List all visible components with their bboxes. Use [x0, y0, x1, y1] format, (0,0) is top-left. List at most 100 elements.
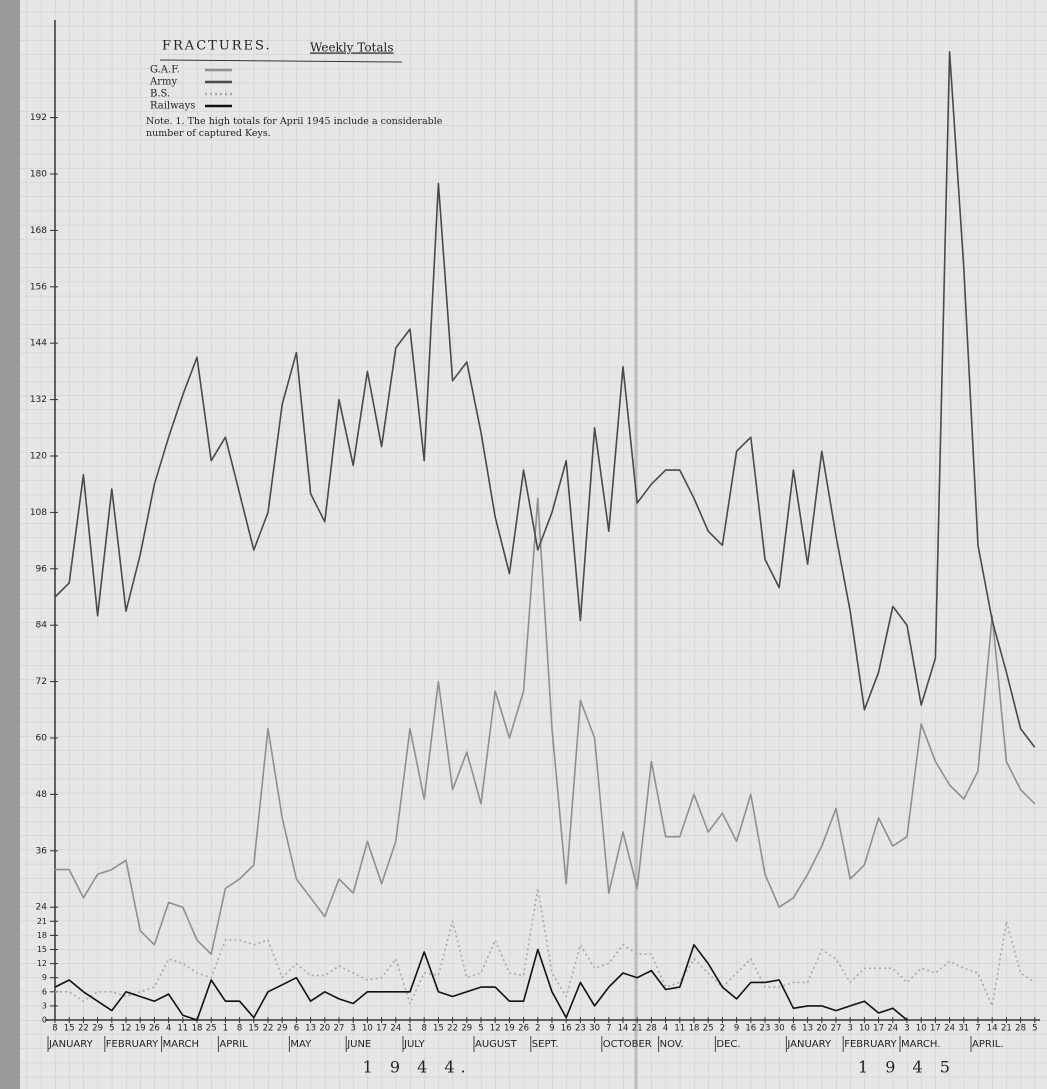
y-tick-label: 168: [30, 226, 47, 236]
y-tick-label: 0: [42, 1016, 47, 1025]
x-tick-label: 24: [390, 1024, 401, 1034]
month-label: DEC.: [716, 1039, 740, 1050]
x-tick-label: 16: [745, 1024, 756, 1034]
y-tick-label: 132: [30, 395, 47, 405]
y-tick-label: 9: [42, 973, 47, 982]
y-tick-label: 192: [30, 113, 47, 123]
series-line: [55, 887, 1036, 1007]
plot-area: 0369121518212436486072849610812013214415…: [30, 51, 1038, 1077]
x-tick-label: 15: [248, 1024, 259, 1034]
x-tick-label: 31: [958, 1024, 969, 1034]
x-tick-label: 1: [223, 1024, 228, 1034]
x-tick-label: 4: [166, 1024, 171, 1034]
x-tick-label: 28: [1015, 1024, 1026, 1034]
legend-label: G.A.F.: [150, 65, 180, 76]
y-tick-label: 120: [30, 452, 47, 462]
x-tick-label: 9: [549, 1024, 554, 1034]
x-tick-label: 20: [816, 1024, 827, 1034]
y-tick-label: 48: [36, 790, 48, 800]
month-label: FEBRUARY: [106, 1039, 159, 1050]
x-tick-label: 18: [192, 1024, 203, 1034]
x-tick-label: 21: [1001, 1024, 1012, 1034]
y-tick-label: 96: [36, 564, 48, 574]
x-tick-label: 25: [703, 1024, 714, 1034]
x-tick-label: 29: [277, 1024, 288, 1034]
legend-label: B.S.: [150, 89, 170, 100]
x-tick-label: 10: [859, 1024, 870, 1034]
month-label: APRIL: [219, 1039, 248, 1050]
legend-label: Army: [149, 77, 177, 88]
month-label: AUGUST: [475, 1039, 518, 1050]
chart-subtitle: Weekly Totals: [310, 41, 394, 55]
y-tick-label: 108: [30, 508, 47, 518]
x-tick-label: 8: [421, 1024, 426, 1034]
y-tick-label: 6: [42, 987, 47, 996]
x-tick-label: 10: [362, 1024, 373, 1034]
paper-grid: [20, 0, 1047, 1089]
x-tick-label: 24: [887, 1024, 898, 1034]
y-tick-label: 12: [37, 959, 47, 968]
month-label: MARCH: [163, 1039, 199, 1050]
legend-label: Railways: [150, 101, 195, 112]
note: Note. 1. The high totals for April 1945 …: [146, 116, 443, 139]
y-tick-label: 3: [42, 1001, 47, 1010]
x-tick-label: 7: [606, 1024, 611, 1034]
month-label: NOV.: [660, 1039, 684, 1050]
series-line: [54, 944, 908, 1021]
x-tick-label: 17: [873, 1024, 884, 1034]
x-tick-label: 30: [774, 1024, 785, 1034]
x-tick-label: 5: [478, 1024, 483, 1034]
x-tick-label: 25: [206, 1024, 217, 1034]
x-tick-label: 8: [237, 1024, 242, 1034]
y-tick-label: 24: [36, 903, 48, 913]
month-label: APRIL.: [972, 1039, 1004, 1050]
x-tick-label: 8: [52, 1024, 57, 1034]
x-tick-label: 12: [490, 1024, 501, 1034]
x-tick-label: 3: [847, 1024, 852, 1034]
y-tick-label: 36: [36, 846, 48, 856]
x-tick-label: 27: [334, 1024, 345, 1034]
x-tick-label: 30: [589, 1024, 600, 1034]
x-tick-label: 3: [904, 1024, 909, 1034]
x-tick-label: 9: [734, 1024, 739, 1034]
year-label: 1 9 4 5: [858, 1058, 956, 1077]
x-tick-label: 11: [177, 1024, 188, 1034]
x-tick-label: 3: [350, 1024, 355, 1034]
x-tick-label: 15: [433, 1024, 444, 1034]
x-tick-label: 2: [535, 1024, 540, 1034]
note-box: Note. 1. The high totals for April 1945 …: [146, 116, 443, 139]
x-tick-label: 22: [447, 1024, 458, 1034]
x-tick-label: 19: [504, 1024, 515, 1034]
x-tick-label: 7: [975, 1024, 980, 1034]
x-tick-label: 16: [561, 1024, 572, 1034]
x-tick-label: 5: [109, 1024, 114, 1034]
series-line: [54, 51, 1036, 748]
title-underline: [159, 59, 403, 63]
x-tick-label: 15: [64, 1024, 75, 1034]
y-tick-label: 144: [30, 339, 47, 349]
x-tick-label: 23: [575, 1024, 586, 1034]
x-tick-label: 13: [802, 1024, 813, 1034]
month-label: JUNE: [346, 1039, 371, 1050]
y-tick-label: 180: [30, 170, 47, 180]
x-tick-label: 6: [294, 1024, 299, 1034]
x-tick-label: 27: [831, 1024, 842, 1034]
chart-title: FRACTURES.: [162, 39, 272, 54]
x-tick-label: 24: [944, 1024, 955, 1034]
x-tick-label: 4: [663, 1024, 668, 1034]
x-tick-label: 26: [518, 1024, 529, 1034]
y-tick-label: 15: [37, 945, 47, 954]
x-tick-label: 23: [760, 1024, 771, 1034]
x-tick-label: 6: [791, 1024, 796, 1034]
x-tick-label: 1: [407, 1024, 412, 1034]
year-label: 1 9 4 4.: [363, 1058, 472, 1077]
x-tick-label: 17: [930, 1024, 941, 1034]
x-tick-label: 22: [263, 1024, 274, 1034]
month-label: MAY: [290, 1039, 312, 1050]
x-tick-label: 22: [78, 1024, 89, 1034]
x-tick-label: 18: [689, 1024, 700, 1034]
y-tick-label: 60: [36, 734, 48, 744]
y-tick-label: 18: [37, 931, 47, 940]
